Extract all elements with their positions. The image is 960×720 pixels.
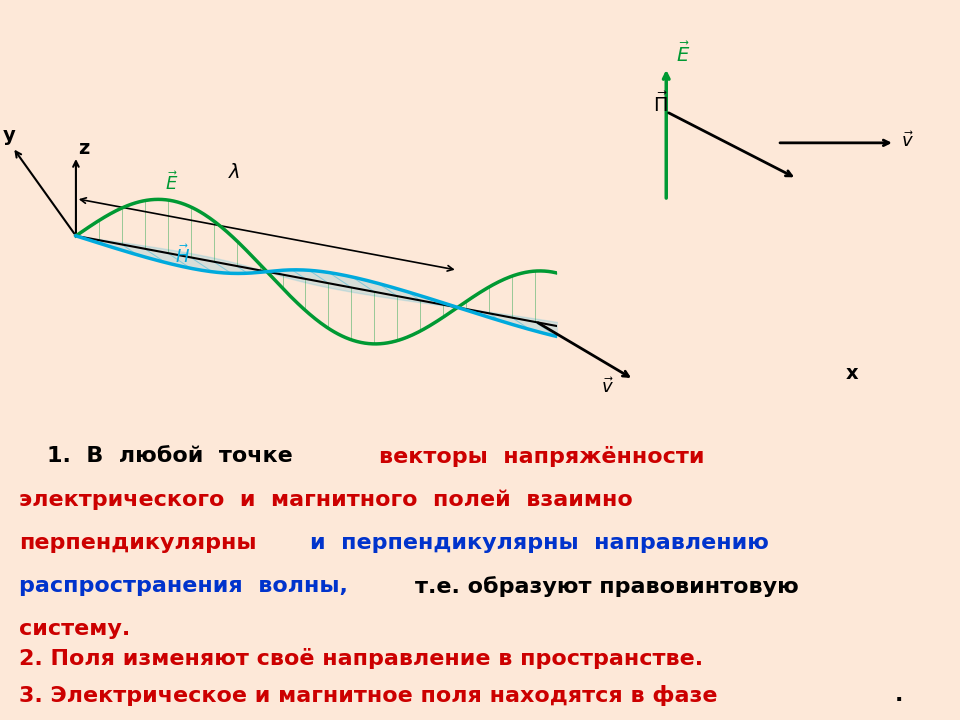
Text: $\vec{E}$: $\vec{E}$ [676, 42, 690, 66]
Text: .: . [895, 685, 903, 706]
Text: $\vec{E}$: $\vec{E}$ [165, 171, 179, 194]
Text: $\vec{v}$: $\vec{v}$ [601, 377, 613, 397]
Text: и  перпендикулярны  направлению: и перпендикулярны направлению [309, 533, 768, 553]
Text: 2. Поля изменяют своё направление в пространстве.: 2. Поля изменяют своё направление в прос… [19, 648, 704, 669]
Text: x: x [846, 364, 858, 383]
Text: z: z [79, 138, 89, 158]
Text: 1.  В  любой  точке: 1. В любой точке [47, 446, 293, 467]
Text: векторы  напряжённости: векторы напряжённости [378, 446, 704, 467]
Text: $\vec{v}$: $\vec{v}$ [901, 132, 914, 151]
Text: $\vec{\Pi}$: $\vec{\Pi}$ [653, 91, 668, 116]
Text: электрического  и  магнитного  полей  взаимно: электрического и магнитного полей взаимн… [19, 490, 633, 510]
Text: $\vec{H}$: $\vec{H}$ [175, 244, 190, 266]
Text: т.е. образуют правовинтовую: т.е. образуют правовинтовую [416, 576, 800, 597]
Text: перпендикулярны: перпендикулярны [19, 533, 256, 553]
Text: распространения  волны,: распространения волны, [19, 576, 348, 596]
Text: y: y [3, 126, 15, 145]
Text: 3. Электрическое и магнитное поля находятся в фазе: 3. Электрическое и магнитное поля находя… [19, 685, 718, 706]
Text: систему.: систему. [19, 619, 131, 639]
Text: $\lambda$: $\lambda$ [228, 163, 240, 181]
